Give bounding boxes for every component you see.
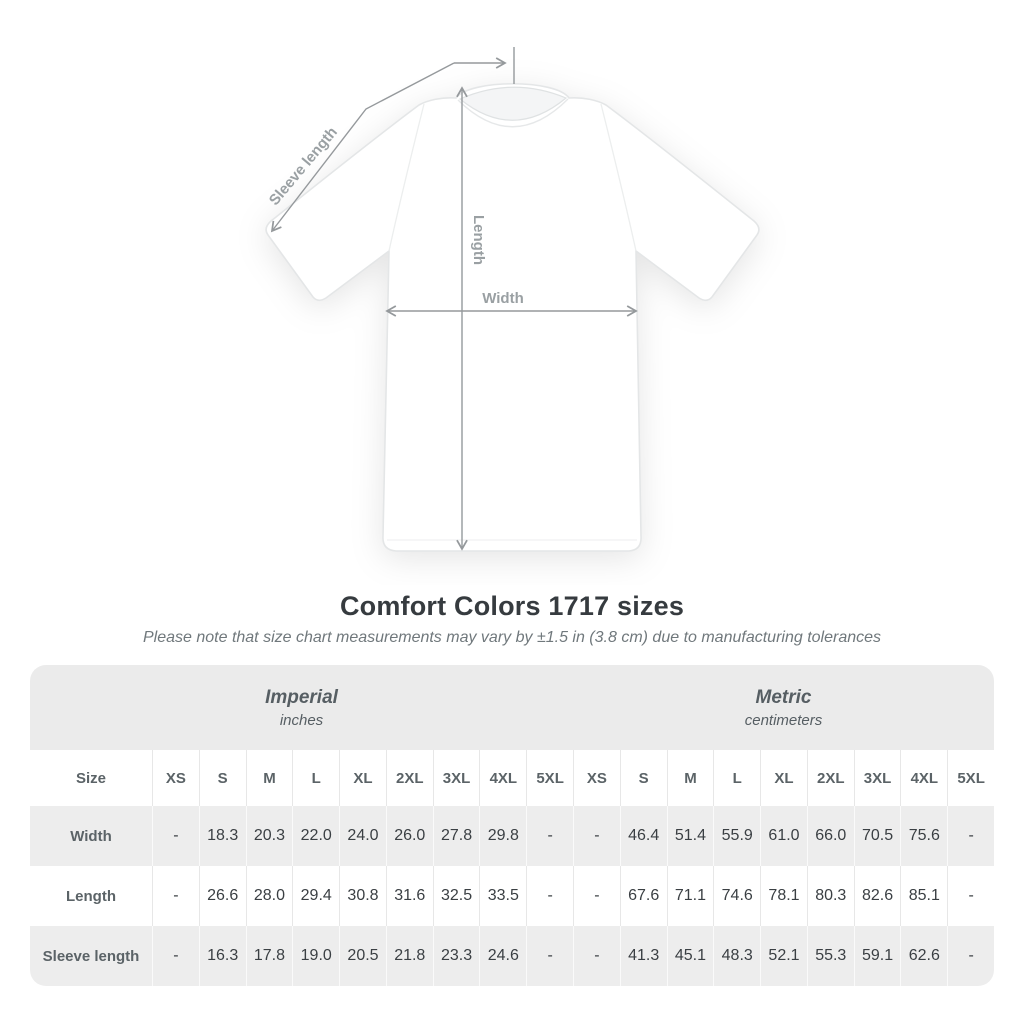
- size-header-metric: L: [713, 750, 760, 806]
- value-cell-imperial: 24.6: [479, 926, 526, 986]
- value-cell-metric: 67.6: [619, 866, 667, 926]
- size-header-imperial: L: [292, 750, 339, 806]
- value-cell-imperial: 26.6: [198, 866, 246, 926]
- size-header-metric: 5XL: [947, 750, 994, 806]
- value-cell-metric: -: [573, 806, 620, 866]
- size-header-metric: XS: [573, 750, 620, 806]
- value-cell-imperial: 23.3: [432, 926, 480, 986]
- value-cell-imperial: 22.0: [292, 806, 339, 866]
- value-cell-metric: 75.6: [900, 806, 947, 866]
- value-cell-imperial: 16.3: [198, 926, 246, 986]
- imperial-label: Imperial: [265, 686, 338, 708]
- metric-label: Metric: [755, 686, 812, 708]
- value-cell-metric: 52.1: [760, 926, 807, 986]
- size-header-imperial: M: [245, 750, 293, 806]
- size-header-imperial: XL: [339, 750, 386, 806]
- value-cell-imperial: 27.8: [432, 806, 480, 866]
- size-header-imperial: 5XL: [526, 750, 573, 806]
- value-cell-metric: 55.3: [806, 926, 854, 986]
- row-label: Width: [70, 827, 112, 845]
- value-cell-imperial: 24.0: [339, 806, 386, 866]
- value-cell-metric: 85.1: [900, 866, 947, 926]
- value-cell-metric: 71.1: [666, 866, 714, 926]
- value-cell-imperial: 20.3: [245, 806, 293, 866]
- page-title: Comfort Colors 1717 sizes: [339, 591, 685, 621]
- row-label: Length: [66, 887, 116, 905]
- size-header-metric: M: [666, 750, 714, 806]
- width-label: Width: [482, 290, 524, 307]
- table-row: Sleeve length -16.3 17.8 19.0 20.5 21.8 23.3 24…: [30, 926, 994, 986]
- value-cell-imperial: 17.8: [245, 926, 293, 986]
- metric-group-header: Metric centimeters: [573, 665, 994, 750]
- value-cell-metric: 78.1: [760, 866, 807, 926]
- value-cell-metric: 66.0: [806, 806, 854, 866]
- value-cell-imperial: -: [152, 926, 199, 986]
- tshirt-diagram: Sleeve length Length Width: [265, 47, 760, 552]
- size-header-imperial: XS: [152, 750, 199, 806]
- value-cell-metric: -: [573, 866, 620, 926]
- size-header-imperial: S: [198, 750, 246, 806]
- value-cell-imperial: 21.8: [385, 926, 433, 986]
- size-grid: Size XS S M L XL 2XL 3XL 4XL 5XL XS S M L XL 2XL 3XL 4XL 5…: [30, 750, 994, 986]
- value-cell-imperial: 18.3: [198, 806, 246, 866]
- value-cell-imperial: 29.8: [479, 806, 526, 866]
- size-chart-table: Imperial inches Metric centimeters Size X…: [30, 665, 994, 986]
- value-cell-imperial: 19.0: [292, 926, 339, 986]
- value-cell-metric: 62.6: [900, 926, 947, 986]
- size-header-row: Size XS S M L XL 2XL 3XL 4XL 5XL XS S M L XL 2XL 3XL 4XL 5…: [30, 750, 994, 806]
- value-cell-imperial: 33.5: [479, 866, 526, 926]
- value-cell-metric: -: [947, 866, 994, 926]
- tshirt-image: [265, 82, 760, 552]
- value-cell-imperial: 30.8: [339, 866, 386, 926]
- size-header-imperial: 2XL: [385, 750, 433, 806]
- table-row: Length -26.6 28.0 29.4 30.8 31.6 32.5 33.5- -67.…: [30, 866, 994, 926]
- value-cell-metric: -: [947, 926, 994, 986]
- value-cell-imperial: -: [526, 866, 573, 926]
- value-cell-metric: 80.3: [806, 866, 854, 926]
- row-label: Sleeve length: [42, 947, 140, 965]
- value-cell-metric: 55.9: [713, 806, 760, 866]
- value-cell-metric: 46.4: [619, 806, 667, 866]
- size-col-header: Size: [75, 769, 106, 787]
- value-cell-imperial: -: [152, 866, 199, 926]
- imperial-unit: inches: [279, 711, 324, 729]
- collar: [458, 86, 568, 121]
- size-header-metric: XL: [760, 750, 807, 806]
- value-cell-metric: 41.3: [619, 926, 667, 986]
- value-cell-imperial: -: [526, 806, 573, 866]
- value-cell-metric: 51.4: [666, 806, 714, 866]
- value-cell-imperial: 20.5: [339, 926, 386, 986]
- value-cell-imperial: -: [526, 926, 573, 986]
- value-cell-metric: 61.0: [760, 806, 807, 866]
- value-cell-metric: 59.1: [853, 926, 901, 986]
- units-band: Imperial inches Metric centimeters: [30, 665, 994, 750]
- value-cell-metric: -: [947, 806, 994, 866]
- value-cell-metric: 45.1: [666, 926, 714, 986]
- value-cell-metric: 70.5: [853, 806, 901, 866]
- value-cell-imperial: 28.0: [245, 866, 293, 926]
- value-cell-metric: 74.6: [713, 866, 760, 926]
- value-cell-imperial: 29.4: [292, 866, 339, 926]
- value-cell-metric: 82.6: [853, 866, 901, 926]
- value-cell-imperial: 32.5: [432, 866, 480, 926]
- value-cell-imperial: -: [152, 806, 199, 866]
- size-header-metric: S: [619, 750, 667, 806]
- size-header-imperial: 3XL: [432, 750, 480, 806]
- value-cell-metric: 48.3: [713, 926, 760, 986]
- size-header-metric: 2XL: [806, 750, 854, 806]
- value-cell-imperial: 31.6: [385, 866, 433, 926]
- tshirt-measurement-figure: Sleeve length Length Width: [265, 47, 760, 552]
- length-label: Length: [470, 215, 487, 265]
- tolerance-note: Please note that size chart measurements…: [142, 629, 882, 646]
- metric-unit: centimeters: [744, 711, 823, 729]
- sleeve-length-arrow: [270, 47, 515, 233]
- imperial-group-header: Imperial inches: [30, 665, 573, 750]
- size-header-metric: 3XL: [853, 750, 901, 806]
- value-cell-metric: -: [573, 926, 620, 986]
- value-cell-imperial: 26.0: [385, 806, 433, 866]
- size-header-imperial: 4XL: [479, 750, 526, 806]
- size-header-metric: 4XL: [900, 750, 947, 806]
- table-row: Width -18.3 20.3 22.0 24.0 26.0 27.8 29.8- -46.4…: [30, 806, 994, 866]
